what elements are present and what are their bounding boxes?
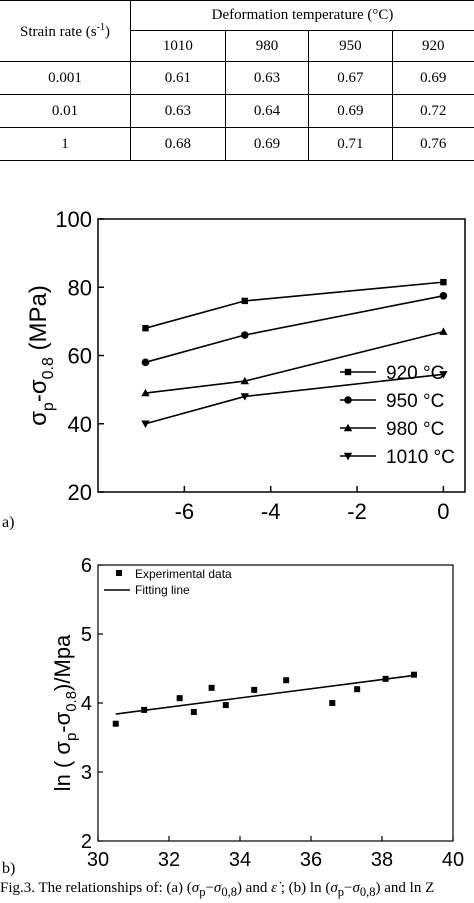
legend-marker [344,368,352,376]
value-cell: 0.61 [130,61,226,95]
rate-cell: 1 [0,127,131,161]
value-cell: 0.67 [308,61,393,95]
data-point [141,706,148,713]
legend-label: Experimental data [135,567,232,581]
data-point [208,684,215,691]
legend-label: 920 °C [386,363,444,384]
table-row: 0.01 0.63 0.64 0.69 0.72 [0,94,474,128]
data-point [240,376,249,385]
temp-header: 980 [225,30,310,62]
y-tick-label: 40 [68,412,92,437]
x-tick-label: 40 [442,849,464,871]
data-point [354,686,361,693]
rate-cell: 0.01 [0,94,131,128]
series-line [145,294,444,364]
x-tick-label: 32 [158,849,180,871]
legend-label: 980 °C [386,419,444,440]
value-cell: 0.76 [392,127,474,161]
data-point [241,297,248,305]
data-point [141,358,150,367]
panel-label-b: b) [2,860,15,877]
group-header-deformation-temperature: Deformation temperature (°C) [130,0,474,31]
value-cell: 0.71 [308,127,393,161]
value-cell: 0.69 [392,61,474,95]
y-tick-label: 2 [81,831,92,853]
data-point [439,327,448,335]
series-circle [141,291,448,367]
series-triangle-down [141,371,448,428]
y-tick-label: 4 [81,693,92,715]
legend-label: Fitting line [135,583,190,597]
y-axis-label: ln ( σp-σ0.8)/Mpa [50,634,80,791]
data-point [142,325,149,332]
y-tick-label: 5 [81,624,92,646]
table-row: 1 0.68 0.69 0.71 0.76 [0,127,474,161]
series-square [142,278,447,332]
data-point [251,686,258,693]
data-point [382,675,389,682]
x-tick-label: -2 [347,499,367,524]
legend-marker [344,396,352,404]
chart-a-sigma-vs-strain-rate: 20 40 60 80 100 -6 -4 -2 0 σp-σ0.8 (MPa) a) 920 °C 9… [2,207,466,531]
y-tick-label: 3 [81,762,92,784]
y-tick-label: 6 [81,555,92,577]
y-tick-label: 60 [68,344,92,369]
temp-header: 920 [392,30,474,62]
fitting-line [115,674,415,715]
legend-marker [343,452,353,461]
series-triangle-up [141,327,448,397]
data-point [176,695,183,702]
x-tick-label: 36 [300,849,322,871]
data-point [222,702,229,709]
value-cell: 0.63 [225,61,310,95]
x-tick-label: 38 [371,849,393,871]
value-cell: 0.63 [130,94,226,128]
y-axis-label: σp-σ0.8 (MPa) [25,285,57,426]
legend-marker [116,570,122,576]
data-table-container: Strain rate (s-1) Deformation temperatur… [0,0,474,161]
legend-label: 1010 °C [386,447,455,468]
series-experimental [112,671,417,727]
y-tick-label: 20 [68,480,92,505]
x-tick-label: -6 [175,499,195,524]
data-point [439,371,448,379]
x-tick-label: 30 [87,849,109,871]
value-cell: 0.69 [308,94,393,128]
data-point [440,278,447,286]
plot-frame [97,564,454,842]
data-point [329,700,336,706]
value-cell: 0.64 [225,94,310,128]
temp-header: 950 [308,30,393,62]
value-cell: 0.68 [130,127,226,161]
rate-cell: 0.001 [0,61,131,95]
y-tick-label: 80 [68,275,92,300]
value-cell: 0.72 [392,94,474,128]
panel-label-a: a) [2,514,14,531]
data-point [283,677,290,684]
data-point [141,420,150,428]
data-point [439,291,448,300]
row-header-strain-rate: Strain rate (s-1) [0,0,131,62]
data-point [410,671,417,678]
temp-header: 1010 [130,30,226,62]
data-point [112,720,119,727]
x-tick-label: 34 [229,849,251,871]
value-cell: 0.69 [225,127,310,161]
x-tick-label: -4 [261,499,281,524]
legend-label: 950 °C [386,391,444,412]
n-value-table: Strain rate (s-1) Deformation temperatur… [0,0,474,161]
y-tick-label: 100 [55,207,92,232]
data-point [241,331,249,339]
table-row: 0.001 0.61 0.63 0.67 0.69 [0,61,474,95]
figure-caption: Fig.3. The relationships of: (a) (σp−σ0,… [0,880,435,899]
x-tick-label: 0 [437,499,449,524]
legend-marker [343,423,353,432]
data-point [190,708,197,715]
data-point [141,388,150,397]
data-point [240,393,249,401]
